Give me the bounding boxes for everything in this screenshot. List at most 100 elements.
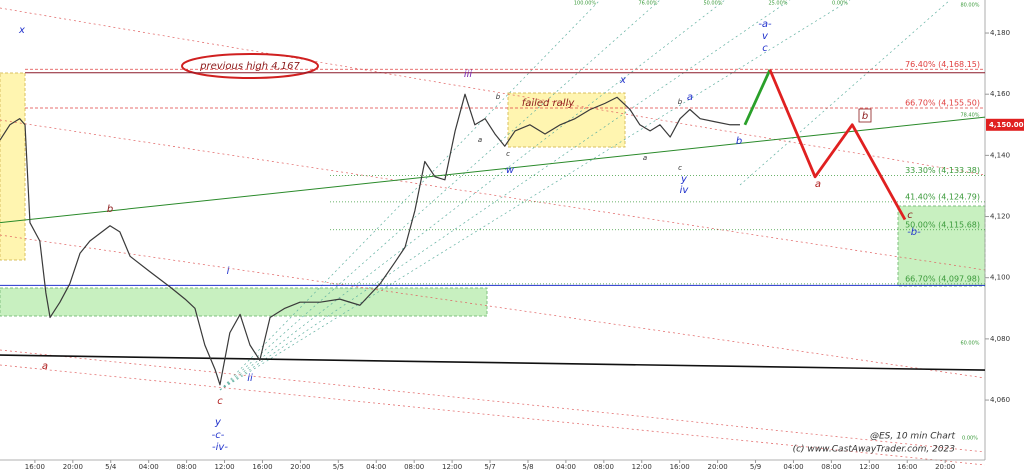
zones: [0, 72, 986, 317]
wave-label: c: [217, 396, 223, 407]
wave-label: b: [496, 93, 501, 101]
x-tick-label: 20:00: [935, 463, 955, 471]
channel-lines: [0, 7, 986, 466]
wave-label: a: [815, 179, 821, 190]
x-tick-label: 20:00: [63, 463, 83, 471]
x-tick-label: 08:00: [821, 463, 841, 471]
wave-label: ii: [247, 373, 253, 384]
chart-title: @ES, 10 min Chart: [870, 432, 955, 442]
zone: [0, 72, 26, 261]
wave-label: c: [506, 150, 510, 158]
x-tick-label: 16:00: [252, 463, 272, 471]
zone: [507, 92, 626, 148]
y-tick-label: 4,180: [990, 29, 1010, 37]
x-tick-label: 5/8: [522, 463, 533, 471]
wave-label: a: [643, 154, 647, 162]
y-tick-label: 4,060: [990, 396, 1010, 404]
channel-line: [0, 234, 986, 379]
last-price-box: [986, 118, 1024, 131]
wave-label: c: [762, 43, 768, 54]
label-box: [858, 108, 872, 123]
wave-label: iii: [464, 69, 473, 80]
fan-label: 25.00%: [768, 1, 787, 7]
fan-line: [219, 0, 661, 391]
fan-line: [219, 0, 726, 391]
level-label: 50.00% (4,115.68): [905, 220, 980, 229]
fan-label: 0.00%: [962, 436, 978, 442]
fan-label: 80.00%: [960, 3, 979, 9]
x-tick-label: 08:00: [177, 463, 197, 471]
price-line: [0, 93, 740, 386]
wave-label: iv: [680, 185, 690, 196]
last-price-label: 4,150.00: [989, 121, 1024, 129]
fan-line: [219, 0, 601, 391]
fan-label: 60.00%: [960, 341, 979, 347]
wave-label: a: [478, 136, 482, 144]
fan-label: 76.00%: [638, 1, 657, 7]
wave-label: -iv-: [212, 442, 228, 453]
wave-label: w: [506, 165, 515, 176]
wave-label: b: [736, 136, 742, 147]
fan-label: 50.00%: [703, 1, 722, 7]
wave-label: i: [227, 266, 230, 277]
wave-label: -b-: [907, 227, 921, 238]
y-tick-label: 4,120: [990, 213, 1010, 221]
wave-label: -c-: [212, 430, 225, 441]
channel-line: [0, 364, 986, 466]
level-label: 41.40% (4,124.79): [905, 192, 980, 201]
price-line: [743, 69, 772, 126]
level-label: 66.70% (4,097.98): [905, 274, 980, 283]
wave-label: b: [862, 111, 868, 122]
fan-label: 78.40%: [960, 113, 979, 119]
x-tick-label: 04:00: [556, 463, 576, 471]
fan-line: [219, 0, 791, 391]
trendline: [0, 354, 986, 371]
level-label: 33.30% (4,133.38): [905, 166, 980, 175]
zone: [897, 205, 986, 287]
level-label: 76.40% (4,168.15): [905, 60, 980, 69]
wave-label: y: [680, 174, 688, 185]
x-tick-label: 04:00: [783, 463, 803, 471]
x-tick-label: 12:00: [632, 463, 652, 471]
wave-label: x: [18, 25, 25, 36]
wave-label: a: [687, 92, 693, 103]
fan-line: [219, 0, 851, 391]
x-tick-label: 12:00: [859, 463, 879, 471]
x-tick-label: 20:00: [708, 463, 728, 471]
note: previous high 4,167: [199, 61, 300, 72]
y-tick-label: 4,140: [990, 151, 1010, 159]
x-tick-label: 5/4: [105, 463, 117, 471]
note: failed rally: [522, 98, 576, 109]
fan-label: 100.00%: [574, 1, 596, 7]
channel-line: [0, 119, 986, 271]
x-tick-label: 08:00: [594, 463, 614, 471]
wave-label: x: [619, 75, 626, 86]
fan-label: 0.00%: [832, 1, 848, 7]
x-tick-label: 16:00: [670, 463, 690, 471]
x-tick-label: 04:00: [366, 463, 386, 471]
wave-label: v: [762, 31, 769, 42]
trendline: [0, 116, 986, 224]
x-tick-label: 5/9: [750, 463, 761, 471]
channel-line: [0, 349, 986, 453]
x-tick-label: 08:00: [404, 463, 424, 471]
zone: [0, 287, 488, 317]
channel-line: [0, 7, 986, 176]
x-tick-label: 16:00: [25, 463, 45, 471]
y-tick-label: 4,160: [990, 90, 1010, 98]
price-line: [768, 69, 907, 221]
x-tick-label: 5/5: [333, 463, 344, 471]
x-tick-label: 16:00: [897, 463, 917, 471]
x-tick-label: 12:00: [214, 463, 234, 471]
level-label: 66.70% (4,155.50): [905, 98, 980, 107]
wave-label: -a-: [758, 19, 772, 30]
wave-label: y: [214, 417, 222, 428]
wave-label: b: [107, 204, 113, 215]
wave-label: c: [907, 210, 913, 221]
fan-line: [739, 0, 951, 186]
chart-subtitle: (c) www.CastAwayTrader.com, 2023: [793, 445, 956, 455]
x-tick-label: 20:00: [290, 463, 310, 471]
y-tick-label: 4,100: [990, 274, 1010, 282]
x-tick-label: 04:00: [139, 463, 159, 471]
